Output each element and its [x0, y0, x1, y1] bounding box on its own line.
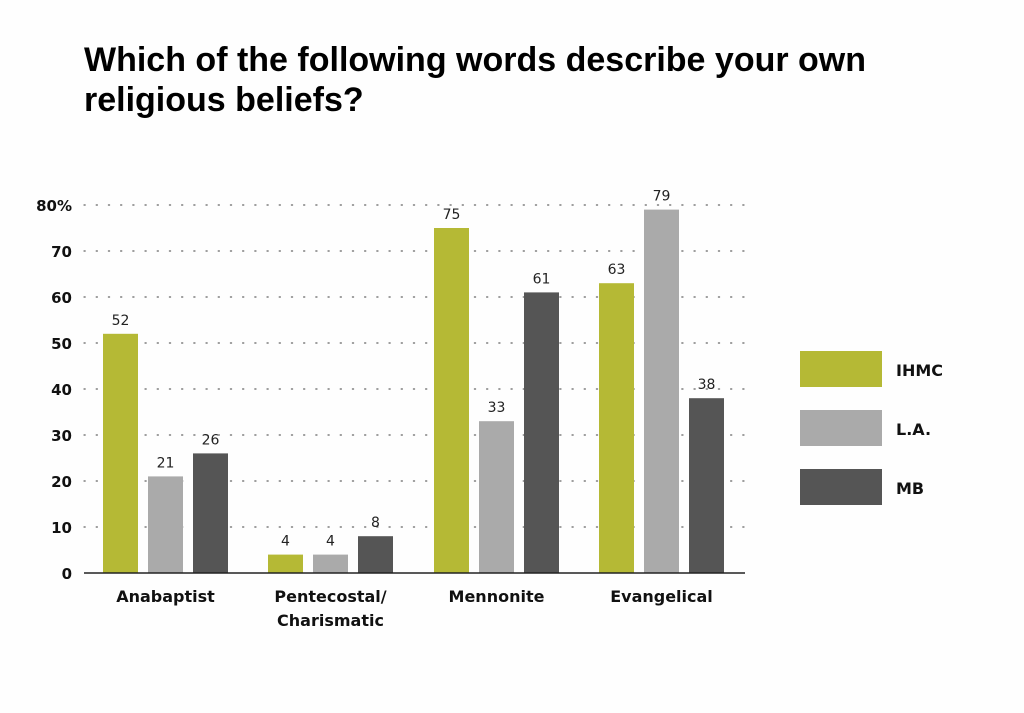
category-label: Evangelical	[610, 587, 713, 606]
data-label: 26	[202, 432, 220, 448]
legend-label: L.A.	[896, 420, 931, 439]
y-tick-label: 10	[51, 519, 72, 537]
legend-swatch	[800, 410, 882, 446]
data-label: 38	[698, 377, 716, 393]
bar	[148, 476, 183, 573]
bar	[689, 398, 724, 573]
chart-title: Which of the following words describe yo…	[84, 41, 867, 119]
bars	[103, 209, 724, 573]
data-labels: 52 4 75 63 21 4 33 79 26 8 61 38	[112, 189, 716, 550]
y-tick-label: 50	[51, 335, 72, 353]
y-tick-label: 0	[62, 565, 72, 583]
category-label: Charismatic	[277, 611, 384, 630]
y-tick-label: 80%	[36, 197, 72, 215]
bar	[268, 554, 303, 573]
category-label: Pentecostal/	[274, 587, 386, 606]
bar	[599, 283, 634, 573]
bar	[524, 292, 559, 573]
legend: IHMC L.A. MB	[800, 351, 943, 505]
category-labels: Anabaptist Pentecostal/Charismatic Mennoni…	[116, 587, 713, 630]
y-tick-label: 40	[51, 381, 72, 399]
data-label: 21	[157, 455, 175, 471]
bar	[358, 536, 393, 573]
y-tick-label: 30	[51, 427, 72, 445]
legend-swatch	[800, 351, 882, 387]
data-label: 61	[533, 271, 551, 287]
y-axis-ticks: 0 10 20 30 40 50 60 70 80%	[36, 197, 72, 583]
y-tick-label: 70	[51, 243, 72, 261]
category-label: Anabaptist	[116, 587, 215, 606]
y-tick-label: 60	[51, 289, 72, 307]
bar	[434, 228, 469, 573]
category-label: Mennonite	[449, 587, 545, 606]
data-label: 63	[608, 262, 626, 278]
data-label: 79	[653, 189, 671, 205]
bar	[193, 453, 228, 573]
bar	[103, 333, 138, 573]
data-label: 75	[443, 207, 461, 223]
data-label: 52	[112, 313, 130, 329]
data-label: 8	[371, 515, 380, 531]
bar	[313, 554, 348, 573]
legend-label: IHMC	[896, 361, 943, 380]
bar	[644, 209, 679, 573]
legend-swatch	[800, 469, 882, 505]
data-label: 4	[281, 534, 290, 550]
bar	[479, 421, 514, 573]
data-label: 4	[326, 534, 335, 550]
data-label: 33	[488, 400, 506, 416]
legend-label: MB	[896, 479, 924, 498]
y-tick-label: 20	[51, 473, 72, 491]
